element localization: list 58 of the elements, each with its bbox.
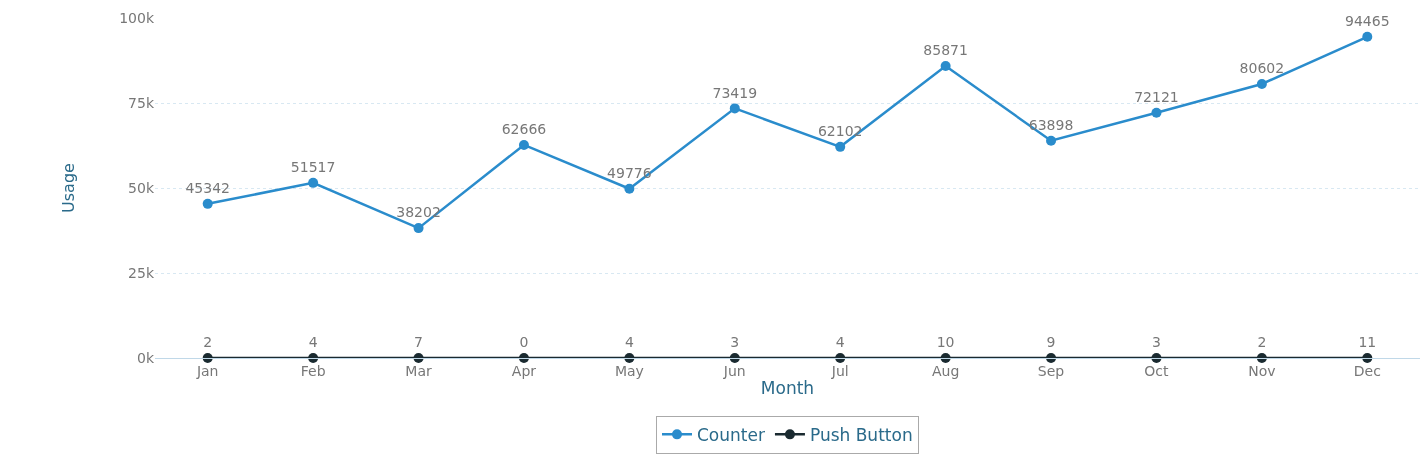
x-tick-label: Sep [1037, 362, 1065, 379]
x-tick-label: Mar [405, 362, 432, 379]
point [1046, 135, 1057, 146]
point [1046, 352, 1057, 363]
data-label: 10 [936, 334, 955, 351]
data-label: 80602 [1239, 60, 1285, 77]
data-label: 62666 [501, 121, 547, 138]
y-tick-label: 100k [119, 9, 155, 26]
data-label: 2 [203, 334, 213, 351]
y-tick-label: 0k [136, 349, 155, 366]
data-label: 49776 [607, 165, 652, 182]
data-label: 63898 [1028, 117, 1074, 133]
y-tick-label: 50k [128, 179, 155, 196]
data-label: 4 [624, 334, 634, 351]
legend-label: Push Button [809, 424, 913, 445]
y-tick-label: 75k [128, 94, 155, 111]
x-tick-label: Jun [722, 362, 746, 379]
point [1151, 107, 1162, 118]
x-tick-label: Aug [931, 362, 960, 379]
legend-label: Counter [697, 424, 765, 445]
data-label: 51517 [290, 159, 336, 176]
point [518, 139, 529, 150]
point [835, 141, 846, 152]
point [624, 183, 635, 194]
x-tick-label: Dec [1353, 362, 1381, 379]
x-tick-label: Oct [1144, 362, 1170, 379]
data-label: 4 [308, 334, 318, 351]
point [729, 103, 740, 114]
data-label: 94465 [1345, 13, 1390, 30]
data-label: 3 [730, 334, 740, 351]
data-label: 73419 [712, 84, 758, 101]
point [1256, 78, 1267, 89]
data-label: 9 [1046, 334, 1056, 351]
x-tick-label: Feb [300, 362, 326, 379]
x-tick-label: Jan [195, 362, 219, 379]
point [1362, 31, 1373, 42]
point [202, 198, 213, 209]
point [308, 177, 319, 188]
data-label: 4 [835, 334, 845, 351]
point [940, 61, 951, 72]
x-tick-label: Nov [1248, 362, 1276, 379]
data-label: 72121 [1134, 89, 1179, 106]
x-tick-label: Jul [830, 362, 849, 379]
y-axis-title: Usage [59, 163, 79, 213]
data-label: 45342 [185, 180, 230, 197]
data-label: 3 [1152, 334, 1161, 351]
data-label: 2 [1257, 334, 1267, 351]
data-label: 85871 [923, 42, 968, 59]
data-label: 62102 [817, 123, 863, 140]
x-tick-label: May [614, 362, 644, 379]
data-label: 38202 [396, 204, 441, 221]
y-tick-label: 25k [128, 264, 155, 281]
point [413, 223, 424, 234]
data-label: 11 [1358, 334, 1377, 351]
data-label: 0 [519, 334, 529, 351]
data-label: 7 [414, 334, 423, 351]
x-tick-label: Apr [511, 362, 537, 379]
x-axis-title: Month [760, 378, 815, 399]
